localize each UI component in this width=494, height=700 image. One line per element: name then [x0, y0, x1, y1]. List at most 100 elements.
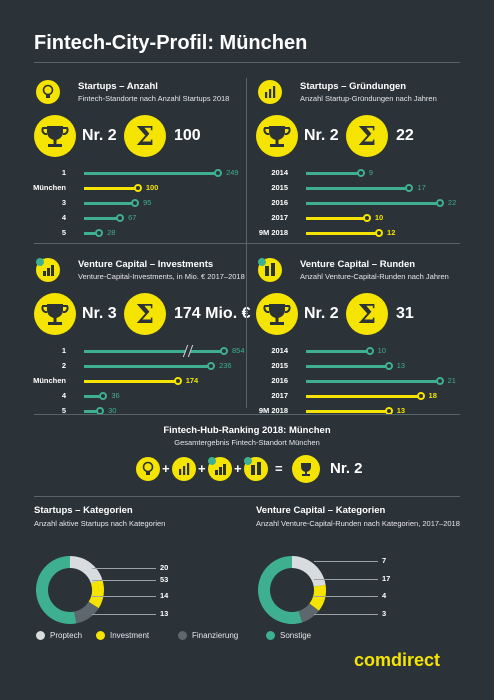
- bar-end-marker: [220, 347, 228, 355]
- bar-chart-icon: [172, 457, 196, 481]
- svg-text:Σ: Σ: [136, 122, 154, 152]
- bar-category-label: 2017: [271, 213, 288, 222]
- trophy-icon: [34, 293, 76, 335]
- bar-value-label: 10: [374, 213, 384, 222]
- bar-value-label: 17: [417, 183, 426, 192]
- pie-subtitle: Anzahl aktive Startups nach Kategorien: [34, 519, 166, 528]
- pie-value-label: 20: [160, 563, 169, 572]
- total-value: 174 Mio. €: [174, 305, 251, 322]
- pie-value-label: 53: [160, 575, 169, 584]
- bar-end-marker: [362, 214, 371, 222]
- donut-slice-proptech: [70, 556, 103, 584]
- bar: [84, 232, 100, 235]
- bar-category-label: 9M 2018: [258, 228, 288, 237]
- bar-value-label: 30: [108, 406, 117, 415]
- section-title: Venture Capital – Investments: [78, 259, 214, 270]
- total-value: 22: [396, 127, 414, 144]
- coins-stack-icon: [244, 457, 268, 481]
- sigma-icon: Σ: [346, 115, 388, 157]
- bar: [306, 217, 367, 220]
- bar-category-label: 2015: [271, 361, 288, 370]
- bar: [84, 217, 121, 220]
- sigma-icon: Σ: [124, 293, 166, 335]
- bar-category-label: München: [33, 376, 66, 385]
- bar-category-label: 9M 2018: [258, 406, 288, 415]
- pie-subtitle: Anzahl Venture-Capital-Runden nach Kateg…: [256, 519, 460, 528]
- bar: [306, 395, 421, 398]
- bar: [306, 380, 440, 383]
- bar-value-label: 28: [107, 228, 116, 237]
- plus-sign: +: [234, 461, 242, 476]
- bar: [84, 350, 224, 353]
- section-title: Startups – Gründungen: [300, 81, 407, 92]
- pie-title: Startups – Kategorien: [34, 505, 133, 516]
- trophy-icon: [256, 115, 298, 157]
- bar-category-label: 1: [61, 168, 66, 177]
- pie-value-label: 13: [160, 609, 169, 618]
- bar: [306, 232, 380, 235]
- divider-vertical: [246, 78, 247, 408]
- coins-icon: [36, 258, 60, 282]
- bar: [306, 187, 410, 190]
- bar-value-label: 67: [128, 213, 137, 222]
- total-value: 31: [396, 305, 414, 322]
- legend-swatch: [178, 631, 187, 640]
- hub-subtitle: Gesamtergebnis Fintech-Standort München: [174, 438, 320, 447]
- bar-value-label: 174: [185, 376, 199, 385]
- bar: [306, 202, 440, 205]
- section-subtitle: Anzahl Venture-Capital-Runden nach Jahre…: [300, 272, 449, 281]
- pie-leader-line: [92, 580, 156, 581]
- trophy-icon: [34, 115, 76, 157]
- svg-text:Σ: Σ: [136, 300, 154, 330]
- total-value: 100: [174, 127, 201, 144]
- sigma-icon: Σ: [124, 115, 166, 157]
- legend-label: Sonstige: [280, 631, 312, 640]
- donut-slice-finanzierung: [74, 601, 99, 624]
- rank-value: Nr. 2: [304, 305, 339, 322]
- donut-chart: [36, 556, 104, 624]
- bar-category-label: 2017: [271, 391, 288, 400]
- bar: [84, 410, 101, 413]
- bar: [84, 187, 138, 190]
- legend-swatch: [266, 631, 275, 640]
- bar-value-label: 21: [447, 376, 456, 385]
- bar: [84, 365, 212, 368]
- pie-leader-line: [92, 568, 156, 569]
- plus-sign: +: [198, 461, 206, 476]
- pie-leader-line: [314, 614, 378, 615]
- donut-slice-investment: [88, 579, 104, 609]
- bar-value-label: 13: [396, 406, 406, 415]
- bar-category-label: 5: [61, 406, 66, 415]
- bar-end-marker: [375, 229, 384, 237]
- bar-value-label: 22: [447, 198, 457, 207]
- bar-value-label: 10: [377, 346, 386, 355]
- bar-value-label: 18: [428, 391, 437, 400]
- bar-end-marker: [365, 347, 374, 355]
- bar-end-marker: [116, 214, 125, 222]
- svg-text:Σ: Σ: [358, 122, 376, 152]
- coins-icon: [208, 457, 232, 481]
- bar-end-marker: [131, 199, 140, 207]
- pie-leader-line: [314, 596, 378, 597]
- bar-end-marker: [173, 377, 182, 385]
- pie-value-label: 3: [382, 609, 387, 618]
- bar-end-marker: [416, 392, 425, 400]
- bar-end-marker: [405, 184, 414, 192]
- bar: [306, 410, 389, 413]
- donut-chart: [258, 556, 326, 624]
- bar-category-label: 4: [61, 391, 66, 400]
- bar-category-label: 2014: [271, 168, 288, 177]
- bar: [306, 350, 370, 353]
- pie-value-label: 7: [382, 556, 387, 565]
- donut-slice-sonstige: [258, 556, 303, 624]
- section-subtitle: Fintech-Standorte nach Anzahl Startups 2…: [78, 94, 230, 103]
- legend-swatch: [36, 631, 45, 640]
- rank-value: Nr. 3: [82, 305, 117, 322]
- bar-value-label: 95: [143, 198, 152, 207]
- page-title: Fintech-City-Profil: München: [34, 32, 308, 54]
- bar-category-label: 5: [61, 228, 66, 237]
- bar-value-label: 100: [145, 183, 159, 192]
- bar-category-label: 2: [61, 361, 66, 370]
- bar-end-marker: [356, 169, 365, 177]
- bar: [84, 395, 104, 398]
